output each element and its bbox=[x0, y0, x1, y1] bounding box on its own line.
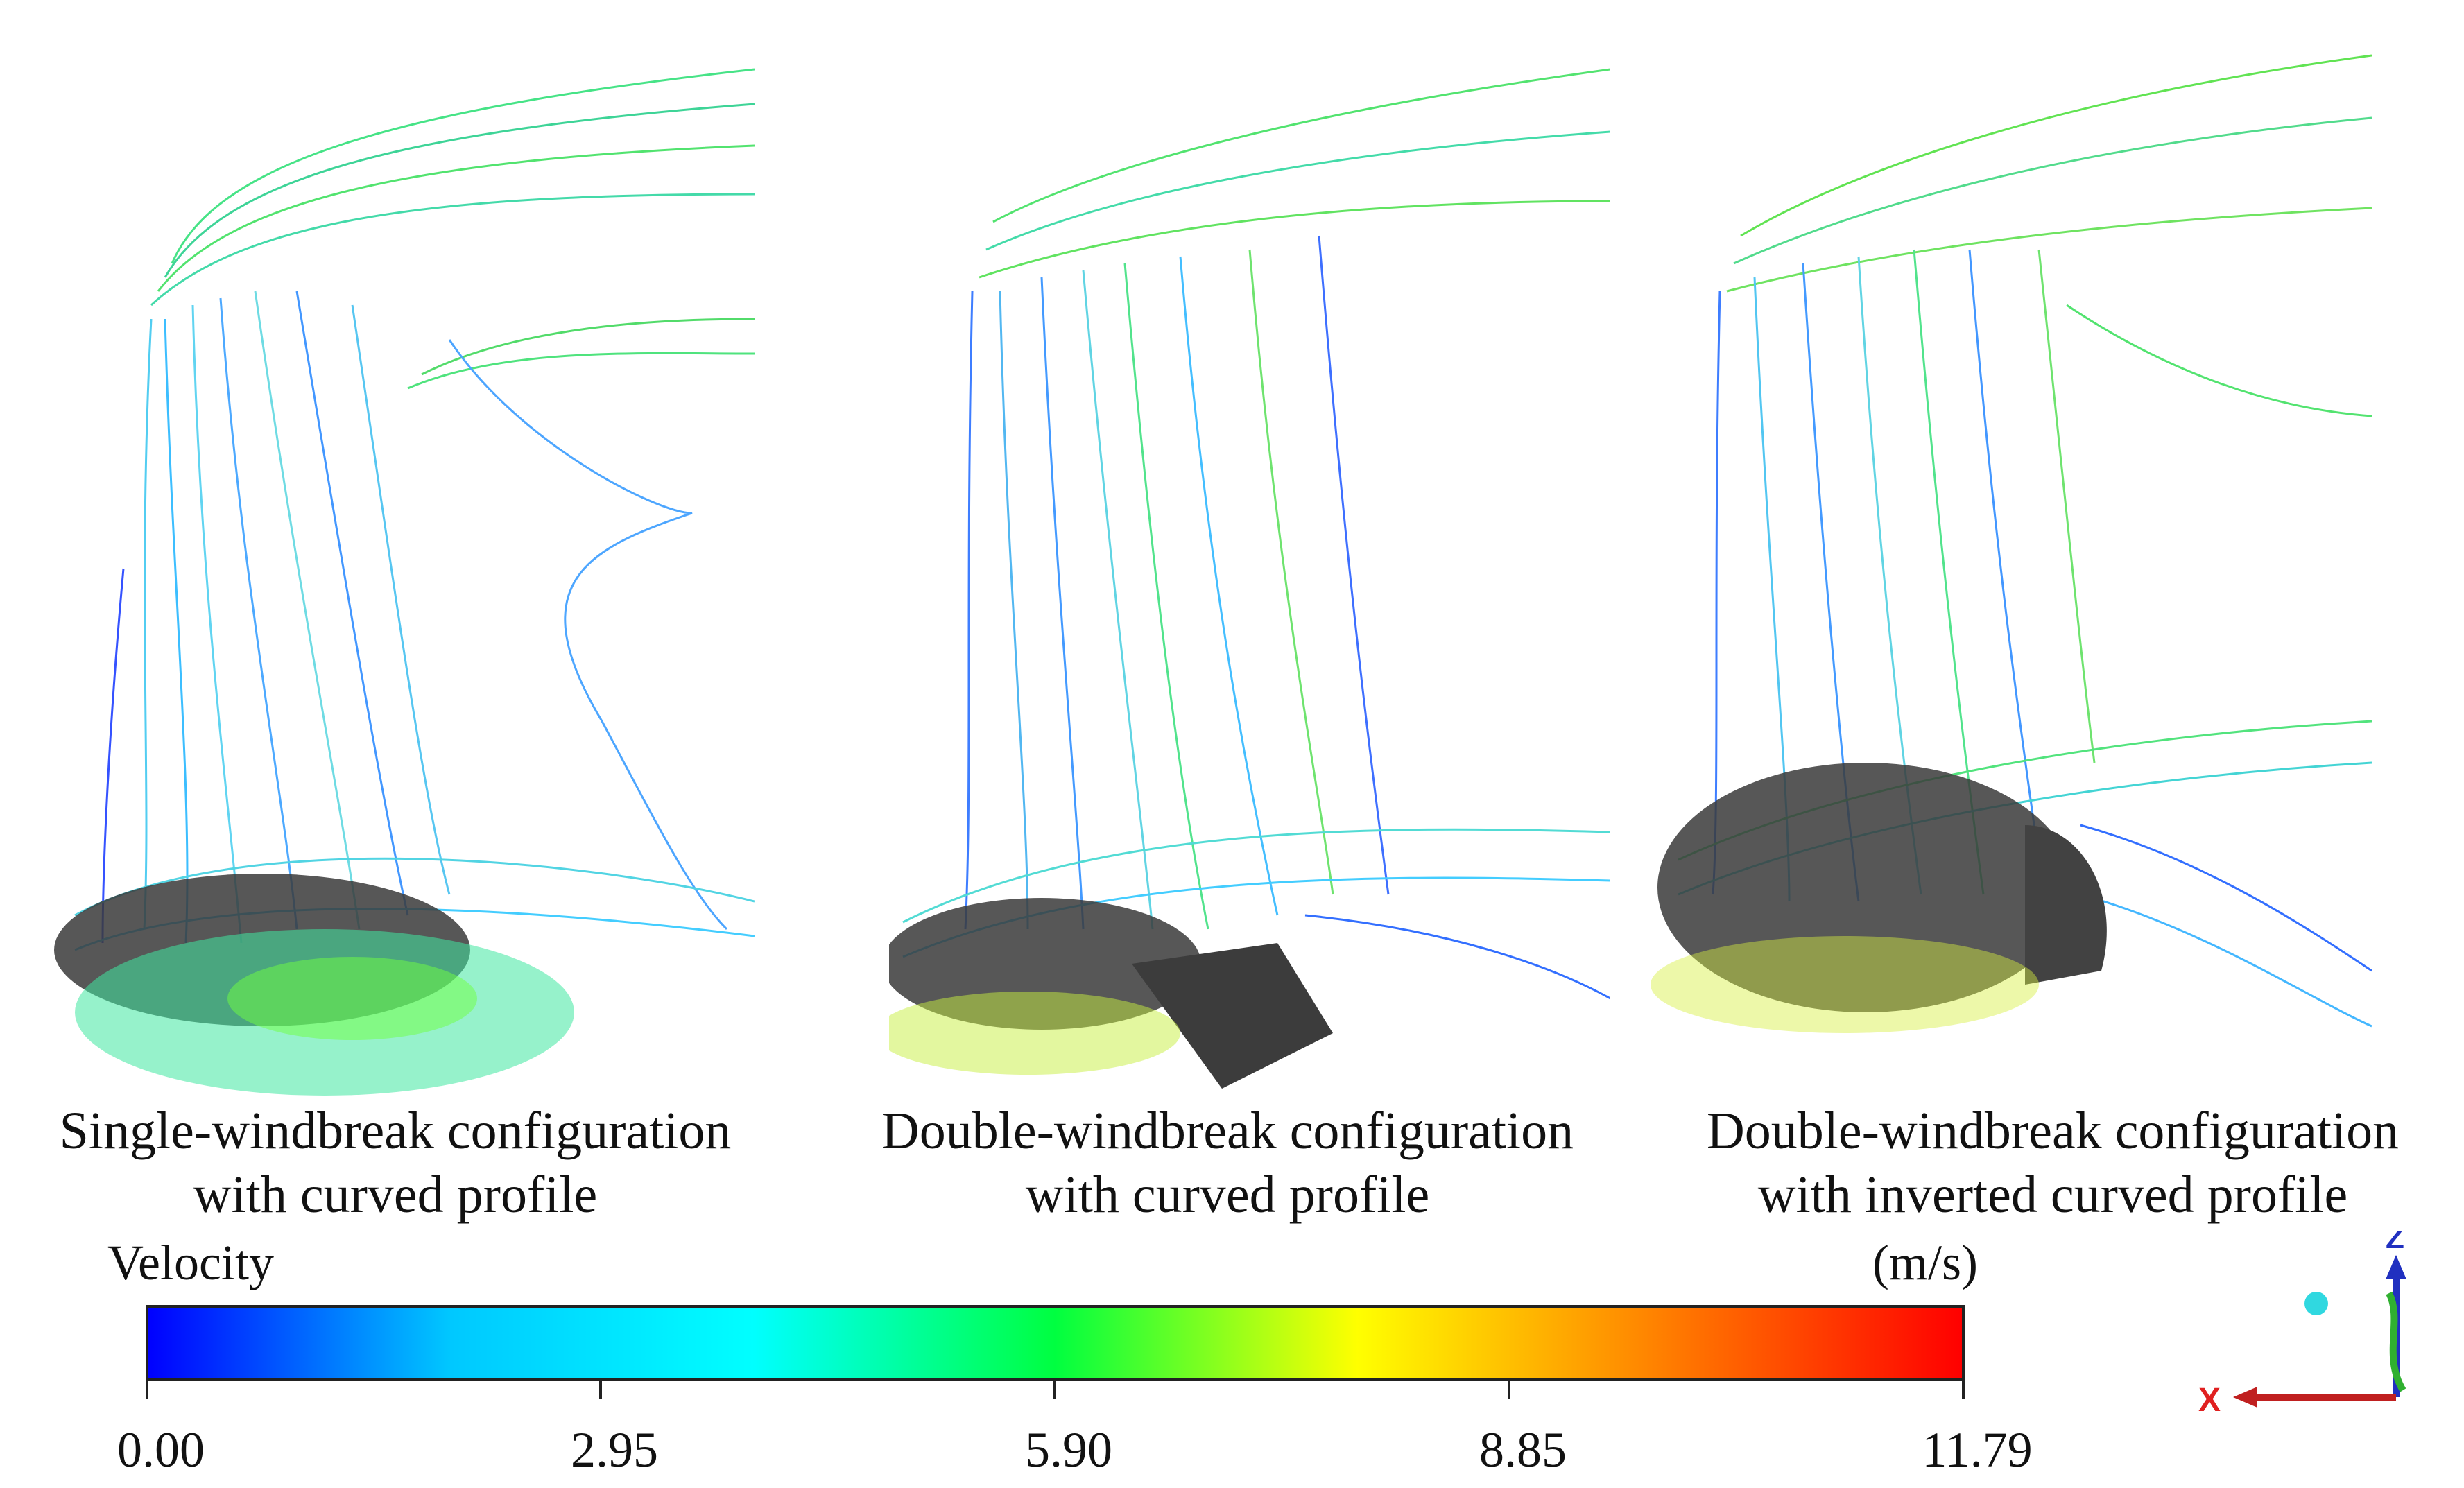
panel-caption-single-windbreak: Single-windbreak configuration with curv… bbox=[0, 1099, 804, 1227]
axis-triad: Z X bbox=[2198, 1231, 2406, 1419]
colorbar-tick-label: 2.95 bbox=[571, 1422, 658, 1478]
colorbar-tick bbox=[1508, 1381, 1510, 1399]
colorbar-tick-label: 0.00 bbox=[117, 1422, 205, 1478]
panel-caption-double-windbreak-curved: Double-windbreak configuration with curv… bbox=[818, 1099, 1637, 1227]
colorbar-tick-label: 8.85 bbox=[1479, 1422, 1567, 1478]
panel-caption-double-windbreak-inverted: Double-windbreak configuration with inve… bbox=[1644, 1099, 2462, 1227]
z-axis-label: Z bbox=[2386, 1231, 2404, 1255]
colorbar-tick bbox=[1053, 1381, 1056, 1399]
streamline-plot bbox=[1651, 54, 2372, 1033]
origin-sphere-icon bbox=[2304, 1292, 2328, 1315]
windbreak-shape-front bbox=[1657, 763, 2074, 1012]
colorbar-tick bbox=[1962, 1381, 1965, 1399]
streamline-panel-single-windbreak bbox=[33, 28, 755, 1096]
y-axis-arrow-icon bbox=[2386, 1291, 2406, 1392]
colorbar-tick-label: 5.90 bbox=[1025, 1422, 1112, 1478]
colorbar-tick bbox=[599, 1381, 602, 1399]
caption-line: with inverted curved profile bbox=[1757, 1166, 2348, 1224]
caption-line: Single-windbreak configuration bbox=[59, 1102, 732, 1160]
x-axis-label: X bbox=[2198, 1382, 2221, 1419]
colorbar-unit: (m/s) bbox=[1872, 1235, 1978, 1290]
caption-line: with curved profile bbox=[193, 1166, 598, 1224]
caption-line: Double-windbreak configuration bbox=[881, 1102, 1574, 1160]
windbreak-shape-rear bbox=[1132, 943, 1333, 1089]
streamline-plot bbox=[889, 68, 1610, 1089]
streamline-panel-double-windbreak-curved bbox=[889, 28, 1610, 1096]
colorbar-tick-label: 11.79 bbox=[1922, 1422, 2033, 1478]
colorbar-title: Velocity bbox=[107, 1235, 274, 1290]
colorbar-tick bbox=[146, 1381, 148, 1399]
windbreak-shape-rear bbox=[2025, 825, 2107, 985]
velocity-colorbar bbox=[146, 1305, 1965, 1381]
streamline-panel-double-windbreak-inverted bbox=[1651, 28, 2372, 1096]
caption-line: with curved profile bbox=[1025, 1166, 1430, 1224]
streamline-plot bbox=[54, 68, 755, 1096]
caption-line: Double-windbreak configuration bbox=[1706, 1102, 2400, 1160]
